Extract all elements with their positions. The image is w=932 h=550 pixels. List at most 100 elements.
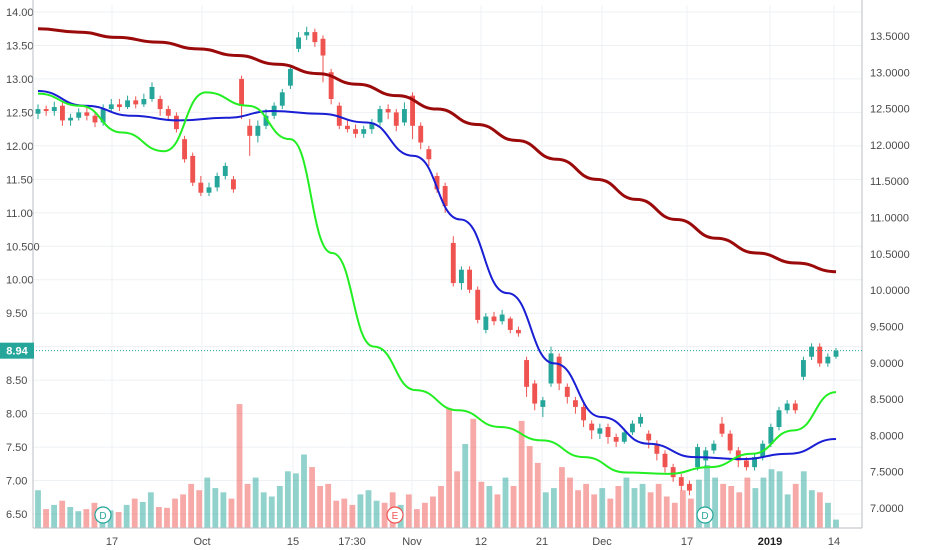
volume-bar bbox=[317, 486, 324, 528]
candle-body bbox=[76, 112, 82, 118]
candle-body bbox=[800, 360, 806, 377]
x-axis-tick: 2019 bbox=[758, 536, 782, 548]
volume-bar bbox=[204, 477, 211, 528]
volume-bar bbox=[768, 469, 775, 528]
event-badge-letter: D bbox=[99, 511, 106, 522]
candle-body bbox=[353, 129, 359, 134]
left-axis-tick: 12.00 bbox=[6, 141, 34, 153]
event-badge-circle bbox=[94, 506, 112, 524]
candle-body bbox=[442, 186, 448, 207]
candle-body bbox=[410, 95, 416, 126]
candle-body bbox=[483, 316, 489, 330]
candle-body bbox=[385, 109, 391, 113]
volume-bar bbox=[67, 507, 74, 528]
x-axis-tick: 12 bbox=[475, 536, 487, 548]
right-axis-tick: 9.0000 bbox=[870, 358, 904, 370]
volume-bar bbox=[325, 483, 332, 528]
candle-body bbox=[817, 346, 823, 364]
ma-line-green bbox=[37, 91, 837, 475]
candle-body bbox=[141, 99, 147, 105]
volume-bar bbox=[663, 496, 670, 528]
volume-bar bbox=[744, 477, 751, 528]
volume-bar bbox=[180, 494, 186, 528]
volume-bar bbox=[518, 420, 525, 528]
volume-bar bbox=[413, 509, 420, 528]
candle-body bbox=[776, 410, 782, 427]
left-axis-tick: 11.00 bbox=[6, 208, 33, 220]
candle-body bbox=[312, 32, 318, 43]
event-badge-letter: D bbox=[701, 511, 708, 522]
event-badge[interactable]: D bbox=[696, 506, 714, 524]
volume-bar bbox=[196, 490, 203, 528]
volume-bar bbox=[43, 509, 49, 528]
volume-bar bbox=[720, 483, 727, 528]
candle-body bbox=[133, 100, 139, 105]
candle-body bbox=[597, 428, 603, 434]
candle-body bbox=[752, 457, 758, 468]
candle-body bbox=[572, 400, 578, 407]
candle-body bbox=[263, 115, 269, 126]
left-axis-tick: 12.50 bbox=[6, 107, 34, 119]
candle-body bbox=[198, 182, 204, 193]
candle-body bbox=[165, 109, 171, 116]
volume-bar bbox=[252, 477, 259, 528]
volume-bar bbox=[147, 492, 154, 528]
right-axis-tick: 11.0000 bbox=[870, 213, 909, 225]
x-axis-tick: 17 bbox=[681, 536, 693, 548]
candle-body bbox=[727, 433, 733, 451]
candle-body bbox=[377, 109, 383, 123]
candle-body bbox=[247, 125, 253, 136]
candle-body bbox=[678, 477, 684, 486]
chart-axes: 14.00 13.50 13.00 12.50 12.00 11.50 11.00 10.50… bbox=[6, 0, 910, 548]
right-axis-tick: 10.5000 bbox=[870, 249, 910, 261]
candle-body bbox=[670, 467, 676, 478]
volume-bar bbox=[655, 483, 662, 528]
x-axis-tick: Nov bbox=[402, 536, 422, 548]
volume-bar bbox=[156, 507, 162, 528]
candle-body bbox=[556, 356, 562, 384]
candle-body bbox=[434, 175, 440, 190]
volume-bar bbox=[349, 504, 356, 528]
volume-bar bbox=[236, 404, 243, 528]
event-badge-circle bbox=[696, 506, 714, 524]
candle-body bbox=[548, 353, 554, 384]
candle-body bbox=[279, 92, 285, 106]
volume-bar bbox=[607, 498, 614, 528]
volume-bar bbox=[583, 483, 590, 528]
right-axis-tick: 13.0000 bbox=[870, 67, 910, 79]
x-axis-tick: Oct bbox=[193, 536, 210, 548]
left-axis-tick: 7.00 bbox=[6, 476, 27, 488]
volume-bar bbox=[599, 488, 606, 528]
volume-bar bbox=[373, 500, 380, 528]
candle-body bbox=[100, 109, 106, 123]
candle-body bbox=[116, 104, 122, 108]
candle-body bbox=[296, 37, 302, 49]
volume-bar bbox=[268, 496, 275, 528]
volume-bar bbox=[591, 494, 598, 528]
volume-bar bbox=[220, 492, 227, 528]
candle-body bbox=[108, 104, 114, 110]
event-badge[interactable]: E bbox=[386, 506, 404, 524]
right-axis-tick: 13.5000 bbox=[870, 31, 910, 43]
volume-bar bbox=[422, 502, 428, 528]
volume-bar bbox=[631, 488, 638, 528]
x-axis-tick: Dec bbox=[592, 536, 612, 548]
candle-body bbox=[711, 443, 717, 451]
event-badge[interactable]: D bbox=[94, 506, 112, 524]
x-axis-tick: 17:30 bbox=[338, 536, 366, 548]
candle-body bbox=[581, 406, 587, 421]
candle-body bbox=[157, 99, 163, 110]
volume-bar bbox=[188, 483, 195, 528]
volume-bar bbox=[365, 490, 372, 528]
volume-bar bbox=[333, 500, 340, 528]
volume-bar bbox=[833, 519, 839, 528]
volume-bar bbox=[430, 496, 436, 528]
left-axis-tick: 10.500 bbox=[6, 241, 40, 253]
left-axis-tick: 13.50 bbox=[6, 40, 34, 52]
volume-bar bbox=[792, 483, 799, 528]
last-price-label: 8.94 bbox=[6, 346, 28, 358]
volume-bar bbox=[486, 486, 493, 528]
candle-body bbox=[703, 450, 709, 461]
